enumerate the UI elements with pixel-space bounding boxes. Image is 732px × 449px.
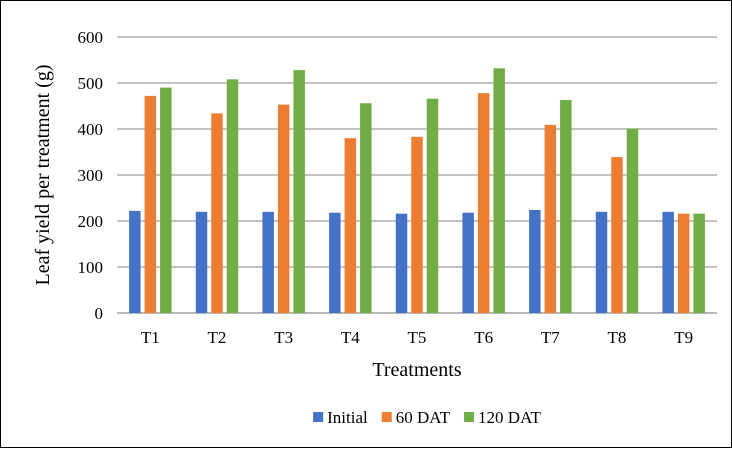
bar-initial-t2	[195, 211, 208, 313]
bar-initial-t4	[329, 212, 341, 313]
legend-label: 60 DAT	[396, 408, 451, 427]
y-tick-label: 400	[78, 120, 104, 139]
legend-label: Initial	[327, 408, 368, 427]
x-tick-label: T6	[474, 328, 493, 347]
y-tick-label: 600	[78, 28, 104, 47]
bar-120-dat-t6	[493, 68, 505, 313]
x-tick-label: T7	[541, 328, 560, 347]
y-axis-title: Leaf yield per treatment (g)	[32, 65, 54, 286]
bar-120-dat-t2	[226, 79, 239, 313]
bar-60-dat-t6	[477, 93, 490, 314]
x-tick-label: T4	[341, 328, 360, 347]
bar-60-dat-t9	[677, 213, 690, 313]
x-axis-tick-labels: T1 T2 T3 T4 T5 T6 T7 T8 T9	[141, 328, 693, 347]
bar-60-dat-t4	[344, 138, 357, 313]
x-tick-label: T1	[141, 328, 160, 347]
y-tick-label: 100	[78, 258, 104, 277]
legend-label: 120 DAT	[478, 408, 541, 427]
bar-initial-t9	[662, 211, 674, 313]
x-tick-label: T5	[408, 328, 427, 347]
y-tick-label: 300	[78, 166, 104, 185]
bar-120-dat-t5	[426, 98, 439, 313]
bar-120-dat-t7	[560, 100, 572, 314]
bar-60-dat-t3	[277, 104, 290, 314]
y-tick-label: 200	[78, 212, 104, 231]
x-tick-label: T2	[208, 328, 227, 347]
bar-60-dat-t5	[411, 136, 423, 313]
bar-60-dat-t1	[144, 95, 157, 313]
bar-initial-t3	[262, 211, 274, 313]
legend-swatch	[381, 412, 392, 422]
bar-60-dat-t2	[211, 113, 223, 313]
bar-initial-t5	[395, 213, 408, 313]
bar-initial-t1	[129, 210, 141, 313]
bar-initial-t6	[462, 212, 474, 313]
bar-60-dat-t7	[544, 124, 557, 313]
bar-120-dat-t3	[293, 70, 305, 314]
bar-120-dat-t8	[626, 128, 639, 313]
bar-120-dat-t1	[160, 87, 172, 313]
bar-initial-t7	[529, 209, 541, 313]
x-tick-label: T8	[608, 328, 627, 347]
x-tick-label: T3	[274, 328, 293, 347]
bar-120-dat-t4	[360, 103, 372, 314]
bar-initial-t8	[595, 211, 608, 313]
legend-swatch	[464, 412, 475, 422]
y-axis-tick-labels: 0 100 200 300 400 500 600	[78, 28, 104, 323]
bar-120-dat-t9	[693, 213, 705, 313]
bar-60-dat-t8	[611, 157, 623, 313]
y-tick-label: 500	[78, 74, 104, 93]
legend: Initial 60 DAT 120 DAT	[313, 408, 541, 427]
x-tick-label: T9	[674, 328, 693, 347]
legend-swatch	[313, 412, 324, 422]
bars	[129, 68, 705, 314]
x-axis-title: Treatments	[372, 359, 461, 381]
y-tick-label: 0	[95, 304, 104, 323]
